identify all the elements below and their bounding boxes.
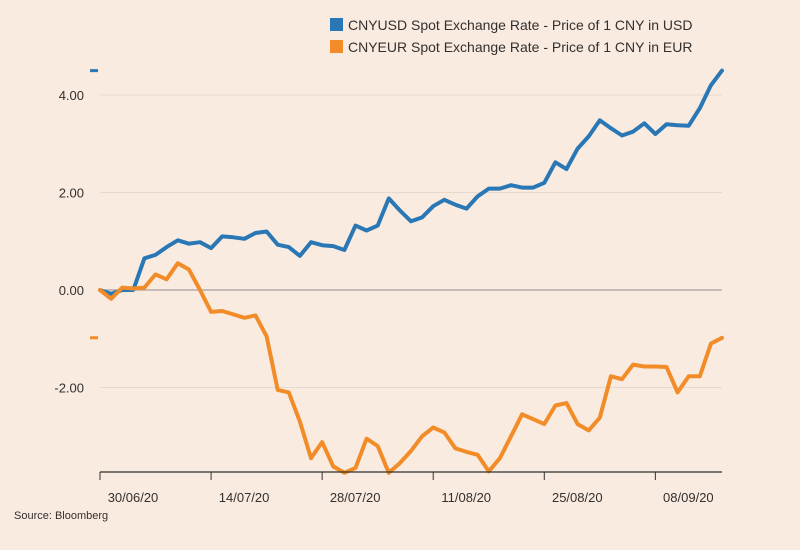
x-tick-label: 28/07/20 [330,490,381,505]
legend-label: CNYEUR Spot Exchange Rate - Price of 1 C… [348,39,692,55]
y-tick-label: 0.00 [59,283,84,298]
x-tick-label: 08/09/20 [663,490,714,505]
x-tick-label: 25/08/20 [552,490,603,505]
source-note: Source: Bloomberg [14,510,109,522]
gridlines [100,94,722,388]
legend: CNYUSD Spot Exchange Rate - Price of 1 C… [330,17,692,55]
y-tick-label: 4.00 [59,88,84,103]
legend-label: CNYUSD Spot Exchange Rate - Price of 1 C… [348,17,692,33]
legend-swatch [330,40,343,53]
y-axis-ticks: 4.00 2.00 0.00 -2.00 [54,88,84,396]
x-axis: 30/06/20 14/07/20 28/07/20 11/08/20 25/08/20… [99,471,722,505]
legend-swatch [330,18,343,31]
x-tick-label: 14/07/20 [219,490,270,505]
series-line-cnyeur [98,261,724,475]
series-line-cnyusd [98,68,724,296]
y-tick-label: -2.00 [54,381,84,396]
series-lines [98,68,724,475]
x-tick-label: 30/06/20 [108,490,159,505]
series-end-markers [90,69,98,340]
y-tick-label: 2.00 [59,186,84,201]
x-tick-label: 11/08/20 [441,490,491,505]
